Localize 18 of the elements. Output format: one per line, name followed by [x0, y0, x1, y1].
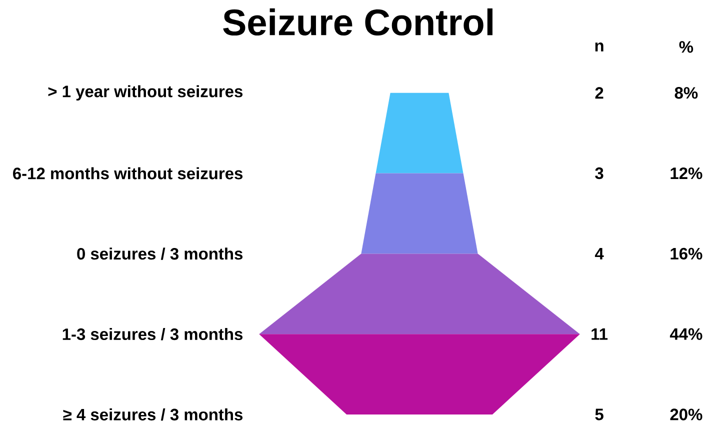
text: n — [595, 42, 604, 52]
data-label: 44% — [670, 328, 702, 340]
category-label: ≥ 4 seizures / 3 months — [63, 408, 242, 420]
data-label: 5 — [595, 408, 604, 420]
text: % — [679, 40, 694, 52]
data-label: 8% — [674, 86, 698, 98]
category-label: 0 seizures / 3 months — [77, 247, 242, 260]
data-label: 3 — [595, 167, 604, 179]
data-label: 4 — [594, 248, 604, 260]
text: Seizure Control — [223, 8, 492, 36]
category-label: > 1 year without seizures — [48, 84, 242, 100]
category-label: 6-12 months without seizures — [13, 167, 242, 180]
data-label: 20% — [670, 408, 702, 420]
data-label: 11 — [592, 328, 608, 340]
category-label: 1-3 seizures / 3 months — [62, 328, 242, 340]
data-label: 16% — [670, 248, 702, 260]
data-label: 12% — [670, 167, 702, 179]
data-label: 2 — [595, 86, 604, 98]
